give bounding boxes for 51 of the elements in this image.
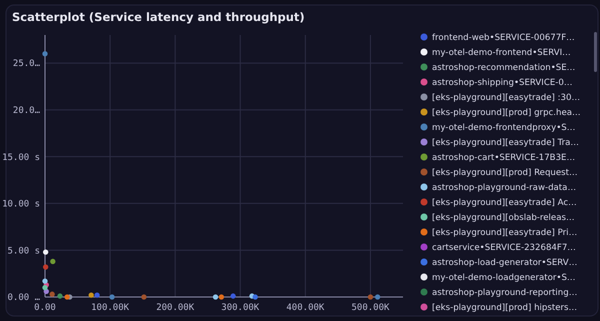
point <box>212 294 218 300</box>
point <box>374 294 380 300</box>
legend-label: [eks-playground][prod] hipsters… <box>432 303 578 314</box>
point <box>50 258 56 264</box>
legend-label: my-otel-demo-frontendproxy•S… <box>432 123 576 134</box>
point <box>218 294 224 300</box>
legend-label: [eks-playground][prod] grpc.hea… <box>432 108 581 118</box>
legend-label: [eks-playground][easytrade] Pri… <box>432 228 578 238</box>
point <box>368 294 374 300</box>
y-tick-label: 15.00 s <box>2 152 40 163</box>
point <box>64 294 70 300</box>
legend-label: astroshop-recommendation•SE… <box>432 63 576 74</box>
point <box>109 294 115 300</box>
x-tick-label: 300.00K <box>221 303 260 313</box>
x-tick-label: 200.00K <box>156 303 195 313</box>
legend-label: astroshop-playground-raw-data… <box>432 183 576 194</box>
x-tick-label: 500.00K <box>351 303 390 313</box>
legend-label: astroshop-shipping•SERVICE-0… <box>432 78 572 88</box>
point <box>50 292 55 297</box>
legend-label: [eks-playground][easytrade] Ac… <box>432 198 577 208</box>
legend-label: cartservice•SERVICE-232684F7… <box>432 243 576 254</box>
y-tick-label: 20.0… <box>12 106 41 116</box>
point <box>141 294 147 300</box>
legend-label: astroshop-playground-reporting… <box>432 288 578 298</box>
legend-label: [eks-playground][prod] Request… <box>432 168 578 178</box>
legend-label: my-otel-demo-frontend•SERVI… <box>432 48 571 58</box>
point <box>42 285 48 290</box>
y-tick-label: 10.00 s <box>2 200 40 210</box>
chart-title: Scatterplot (Service latency and throughput) <box>12 10 305 24</box>
y-tick-label: 25.0… <box>12 59 41 70</box>
point <box>42 51 48 56</box>
legend-label: astroshop-load-generator•SERV… <box>432 258 578 268</box>
legend-label: my-otel-demo-loadgenerator•S… <box>432 273 576 284</box>
legend-label: [eks-playground][obslab-releas… <box>432 213 575 224</box>
legend-label: astroshop-cart•SERVICE-17B3E… <box>432 153 576 164</box>
point <box>42 278 48 284</box>
point <box>43 264 48 270</box>
point <box>230 293 236 299</box>
point <box>57 293 63 299</box>
point <box>43 249 48 255</box>
x-tick-label: 400.00K <box>286 303 325 313</box>
y-tick-label: 0.00 … <box>7 293 41 304</box>
legend-label: [eks-playground][easytrade] :30… <box>432 93 580 104</box>
y-tick-label: 5.00 s <box>7 246 40 256</box>
legend-label: [eks-playground][easytrade] Tra… <box>432 138 579 148</box>
x-tick-label: 0.00 <box>34 303 56 313</box>
point <box>94 292 100 298</box>
point <box>88 292 94 298</box>
point <box>252 294 258 300</box>
legend-label: frontend-web•SERVICE-00677F… <box>432 33 575 44</box>
x-tick-label: 100.00K <box>91 303 130 313</box>
